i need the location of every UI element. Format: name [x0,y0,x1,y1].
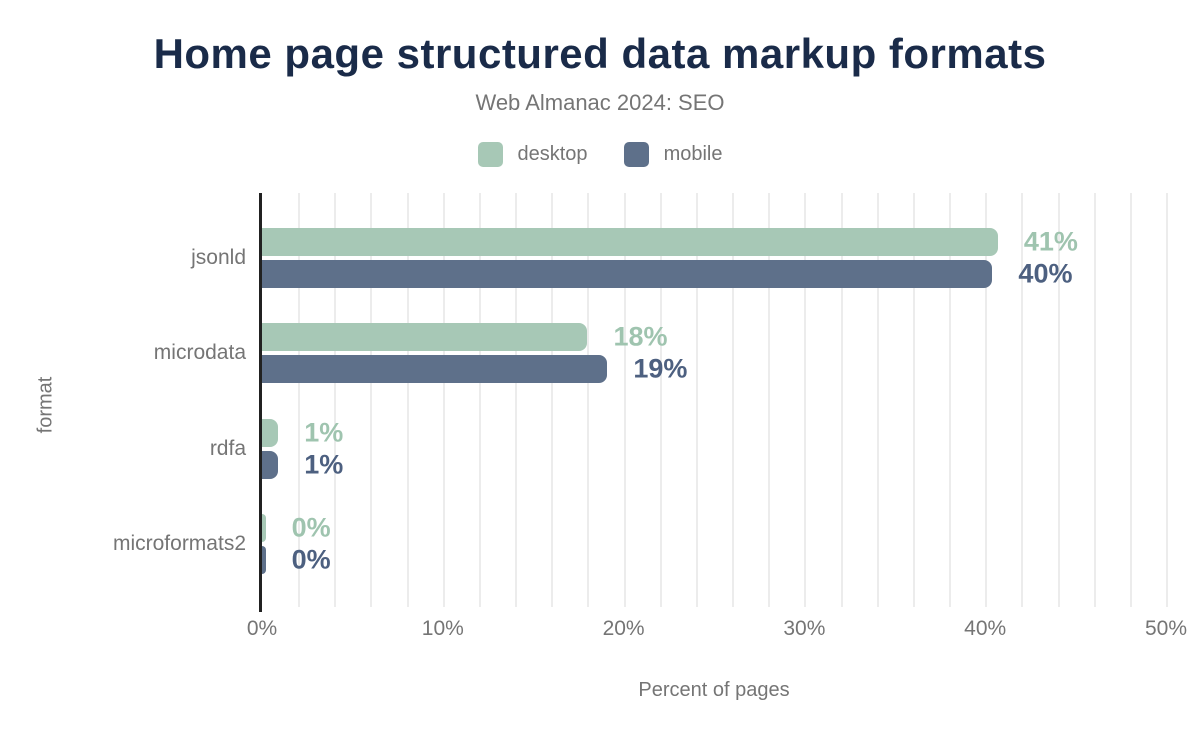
gridline [985,193,988,607]
gridline [406,193,409,607]
gridline [695,193,698,607]
value-label-mobile-jsonld: 40% [1018,258,1073,289]
value-label-desktop-microformats2: 0% [291,512,331,543]
category-label-jsonld: jsonld [191,246,246,269]
bar-desktop-microformats2[interactable] [262,513,266,542]
gridline [876,193,879,607]
gridline [912,193,915,607]
gridline [298,193,301,607]
gridline [1093,193,1096,607]
value-label-desktop-rdfa: 1% [304,417,344,448]
gridline [1129,193,1132,607]
legend-label: desktop [517,143,588,165]
gridline [804,193,807,607]
gridline [623,193,626,607]
gridline [659,193,662,607]
value-label-mobile-microdata: 19% [633,353,688,384]
x-tick-label: 40% [964,617,1007,640]
gridline [515,193,518,607]
value-label-desktop-jsonld: 41% [1023,226,1078,257]
x-tick-label: 0% [246,617,278,640]
bar-desktop-rdfa[interactable] [262,418,279,447]
gridline [949,193,952,607]
gridline [1021,193,1024,607]
legend-label: mobile [663,143,723,165]
x-axis-title: Percent of pages [638,679,790,701]
gridline [587,193,590,607]
y-axis-title: format [34,376,57,434]
bar-mobile-microdata[interactable] [262,355,608,384]
gridline [1166,193,1168,607]
category-label-microdata: microdata [153,341,246,365]
x-axis-ticks: 0% 10% 20% 30% 40% 50% [247,617,1187,645]
plot-area: jsonld 41% 40% microdata 18% 19% rdfa 1% 1% micro… [113,193,1168,612]
chart-subtitle: Web Almanac 2024: SEO [475,90,725,115]
bar-mobile-rdfa[interactable] [262,450,279,479]
gridline [768,193,771,607]
gridline [442,193,445,607]
value-label-mobile-rdfa: 1% [304,449,344,480]
category-label-rdfa: rdfa [209,436,246,460]
bar-mobile-microformats2[interactable] [262,545,266,574]
value-label-mobile-microformats2: 0% [291,544,331,575]
legend-item-desktop: desktop [477,142,588,167]
legend: desktop mobile [0,142,1200,167]
chart-title: Home page structured data markup formats [153,30,1047,77]
gridline [1057,193,1060,607]
bar-mobile-jsonld[interactable] [262,260,993,288]
legend-item-mobile: mobile [623,142,723,167]
bar-desktop-microdata[interactable] [262,323,588,352]
y-axis-line [259,193,262,612]
x-tick-label: 50% [1144,617,1188,640]
legend-swatch-icon [477,142,503,167]
category-label-microformats2: microformats2 [112,531,246,555]
gridline [370,193,373,607]
bar-desktop-jsonld[interactable] [262,228,998,256]
gridline [840,193,843,607]
gridline [732,193,735,607]
value-label-desktop-microdata: 18% [613,321,668,352]
x-tick-label: 20% [602,617,645,640]
x-tick-label: 30% [783,617,826,640]
gridline [334,193,337,607]
gridline [551,193,554,607]
legend-swatch-icon [623,142,649,167]
gridline [478,193,481,607]
x-tick-label: 10% [421,617,464,640]
